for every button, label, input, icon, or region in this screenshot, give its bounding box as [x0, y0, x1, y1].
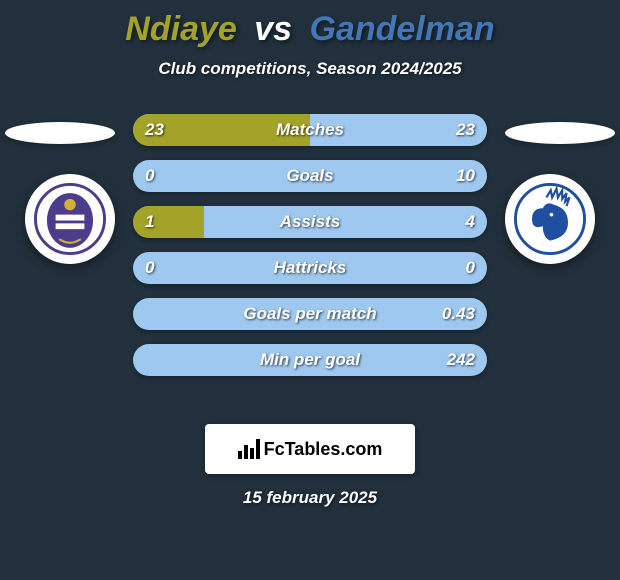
stat-label: Min per goal [133, 344, 487, 376]
team1-badge [505, 174, 595, 264]
player0-oval [5, 122, 115, 144]
stat-value-right: 242 [447, 344, 475, 376]
stat-value-right: 23 [456, 114, 475, 146]
page-title: Ndiaye vs Gandelman [0, 0, 620, 49]
content-area: 23Matches230Goals101Assists40Hattricks0G… [0, 114, 620, 414]
subtitle: Club competitions, Season 2024/2025 [0, 59, 620, 79]
stat-row: Min per goal242 [133, 344, 487, 376]
stat-label: Assists [133, 206, 487, 238]
stat-label: Goals per match [133, 298, 487, 330]
source-text: FcTables.com [264, 439, 383, 460]
source-logo: FcTables.com [238, 439, 383, 460]
anderlecht-crest-icon [34, 183, 106, 255]
stat-label: Goals [133, 160, 487, 192]
stat-row: 1Assists4 [133, 206, 487, 238]
stat-row: 0Goals10 [133, 160, 487, 192]
gent-crest-icon [514, 183, 586, 255]
player0-name: Ndiaye [125, 10, 237, 48]
stat-row: Goals per match0.43 [133, 298, 487, 330]
bar-chart-icon [238, 439, 260, 459]
stat-label: Hattricks [133, 252, 487, 284]
player1-oval [505, 122, 615, 144]
stat-row: 0Hattricks0 [133, 252, 487, 284]
stat-value-right: 0 [466, 252, 475, 284]
player1-name: Gandelman [310, 10, 495, 48]
stat-value-right: 4 [466, 206, 475, 238]
stat-value-right: 10 [456, 160, 475, 192]
stat-value-right: 0.43 [442, 298, 475, 330]
stat-bars: 23Matches230Goals101Assists40Hattricks0G… [133, 114, 487, 390]
stat-label: Matches [133, 114, 487, 146]
comparison-card: Ndiaye vs Gandelman Club competitions, S… [0, 0, 620, 580]
stat-row: 23Matches23 [133, 114, 487, 146]
team0-badge [25, 174, 115, 264]
date-label: 15 february 2025 [0, 488, 620, 508]
title-vs: vs [254, 10, 292, 48]
source-badge[interactable]: FcTables.com [205, 424, 415, 474]
